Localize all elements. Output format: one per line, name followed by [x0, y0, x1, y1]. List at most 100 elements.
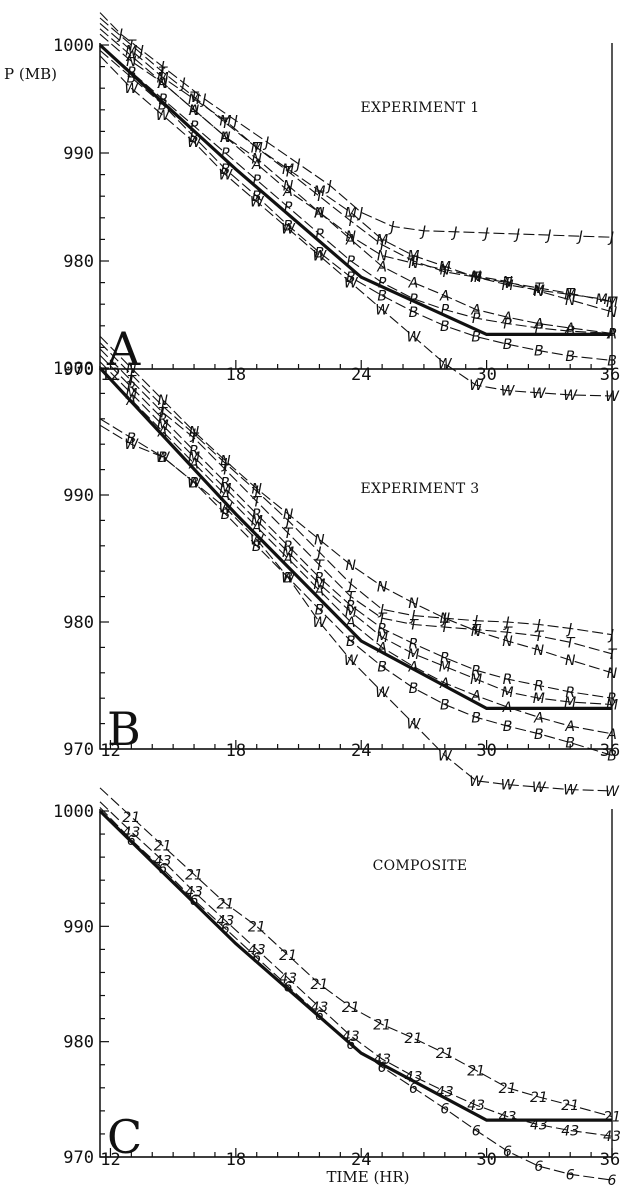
panel-a-series-T-marker: T: [346, 214, 356, 230]
panel-a-series-T-marker: T: [127, 38, 137, 54]
panel-a-series-M-marker: M: [407, 249, 419, 265]
panel-a-series-T-marker: T: [472, 270, 482, 286]
panel-c-series-21-marker: 21: [561, 1098, 579, 1114]
panel-b-series-W-marker: W: [438, 748, 453, 764]
panel-c-series-6-marker: 6: [190, 893, 199, 909]
panel-a-series-J-marker: J: [325, 178, 332, 194]
panel-b-series-N-marker: N: [220, 454, 231, 470]
panel-a-observed-line: [98, 43, 612, 336]
panel-c-x-tick-label: 18: [226, 1150, 246, 1170]
panel-a-series-W-marker: W: [563, 388, 578, 404]
panel-a-x-tick-label: 24: [351, 365, 371, 385]
panel-b-series-T-marker: T: [346, 590, 356, 606]
panel-a-series-N-marker: N: [189, 103, 200, 119]
panel-a-series-P-marker: P: [503, 317, 512, 333]
panel-a-series-B-marker: B: [158, 97, 168, 113]
panel-b-series-J-marker: J: [189, 427, 196, 443]
panel-a-series-A-marker: A: [345, 232, 356, 248]
panel-c-series-43-marker: 43: [467, 1098, 485, 1114]
panel-b-series-W-marker: W: [501, 778, 516, 794]
panel-b-series-R-marker: R: [346, 598, 356, 614]
panel-b-y-tick-label: 1000: [53, 359, 94, 379]
panel-b-series-W-marker: W: [124, 437, 139, 453]
panel-b-series-T-marker: T: [252, 494, 262, 510]
panel-b-series-W-marker: W: [605, 784, 620, 800]
panel-a-series-B-marker: B: [471, 330, 481, 346]
panel-b-series-M-marker: M: [376, 630, 388, 646]
panel-a-series-J-marker: J: [231, 114, 238, 130]
panel-b-series-N-marker: N: [377, 579, 388, 595]
panel-b-series-N-marker: N: [502, 634, 513, 650]
panel-c-x-tick-label: 30: [476, 1150, 496, 1170]
panel-b-series-N-marker: N: [314, 532, 325, 548]
panel-b-series-J-line: [99, 342, 613, 636]
panel-b-series-A-marker: A: [251, 520, 262, 536]
panel-b-x-tick-label: 12: [100, 741, 120, 761]
panel-a-series-T-marker: T: [566, 286, 576, 302]
panel-a-y-tick-label: 990: [63, 144, 94, 164]
panel-b-series-W-marker: W: [407, 717, 422, 733]
panel-c-series-21-marker: 21: [279, 948, 297, 964]
panel-b-series-B-marker: B: [252, 539, 262, 555]
panel-b-x-tick-label: 18: [226, 741, 246, 761]
panel-a-y-tick-label: 1000: [53, 36, 94, 56]
panel-a-y-tick-label: 980: [63, 252, 94, 272]
panel-a-series-T-marker: T: [158, 65, 168, 81]
panel-c-series-43-marker: 43: [405, 1069, 423, 1085]
panel-b-series-N-marker: N: [283, 507, 294, 523]
panel-a-series-P-marker: P: [566, 324, 575, 340]
panel-b-series-J-marker: J: [377, 602, 384, 618]
panel-a-series-P-marker: P: [441, 303, 450, 319]
panel-a-title: EXPERIMENT 1: [361, 100, 480, 116]
panel-a-series-J-marker: J: [482, 226, 489, 242]
panel-b-series-R-marker: R: [409, 637, 419, 653]
panel-a-series-N-marker: N: [126, 54, 137, 70]
panel-a-series-W-line: [99, 55, 613, 397]
panel-c-series-21-marker: 21: [154, 839, 172, 855]
panel-a-series-B-marker: B: [283, 218, 293, 234]
panel-b-series-B-marker: B: [158, 450, 168, 466]
panel-c-y-tick-label: 990: [63, 917, 94, 937]
panel-b-series-J-marker: J: [534, 618, 541, 634]
panel-c-series-21-marker: 21: [530, 1090, 548, 1106]
panel-b-series-B-marker: B: [127, 431, 137, 447]
panel-a-series-N-marker: N: [502, 275, 513, 291]
panel-b-series-M-marker: M: [219, 482, 231, 498]
panel-b-series-T-marker: T: [566, 635, 576, 651]
panel-b-series-T-marker: T: [608, 647, 618, 663]
panel-b-series-M-line: [99, 361, 613, 706]
panel-b-series-R-marker: R: [126, 380, 136, 396]
panel-a-series-B-marker: B: [534, 344, 544, 360]
panel-b-series-R-marker: R: [471, 663, 481, 679]
panel-b-series-T-marker: T: [409, 618, 419, 634]
panel-a-series-B-marker: B: [221, 162, 231, 178]
panel-b-series-W-marker: W: [344, 653, 359, 669]
panel-a-series-W-marker: W: [250, 195, 265, 211]
panel-b-series-B-marker: B: [221, 507, 231, 523]
panel-b-series-M-marker: M: [345, 605, 357, 621]
panel-a-series-M-marker: M: [345, 205, 357, 221]
x-axis-title: TIME (HR): [326, 1168, 409, 1186]
panel-b-series-M-marker: M: [251, 513, 263, 529]
panel-b-series-J-marker: J: [252, 484, 259, 500]
panel-a-series-N-line: [99, 33, 613, 313]
panel-a-series-J-marker: J: [179, 76, 186, 92]
panel-c-series: 2121212121212121212121212121212143434343…: [98, 787, 621, 1189]
panel-b-series-W-marker: W: [187, 475, 202, 491]
panel-c-series-6-marker: 6: [534, 1159, 543, 1175]
panel-b-series-R-marker: R: [252, 507, 262, 523]
panel-a-series-B-line: [99, 49, 613, 361]
panel-c-series-6-marker: 6: [608, 1173, 617, 1189]
panel-a-series-P-line: [99, 44, 613, 334]
panel-a-series-W-marker: W: [469, 378, 484, 394]
panel-b-series-A-marker: A: [470, 689, 481, 705]
panel-a-series-M-marker: M: [501, 278, 513, 294]
panel-a-series-A-marker: A: [470, 303, 481, 319]
panel-c-series-21-marker: 21: [467, 1064, 485, 1080]
panel-a-series-A-marker: A: [502, 310, 513, 326]
panel-a-series-W-marker: W: [281, 222, 296, 238]
panel-a-series-J-marker: J: [607, 230, 614, 246]
